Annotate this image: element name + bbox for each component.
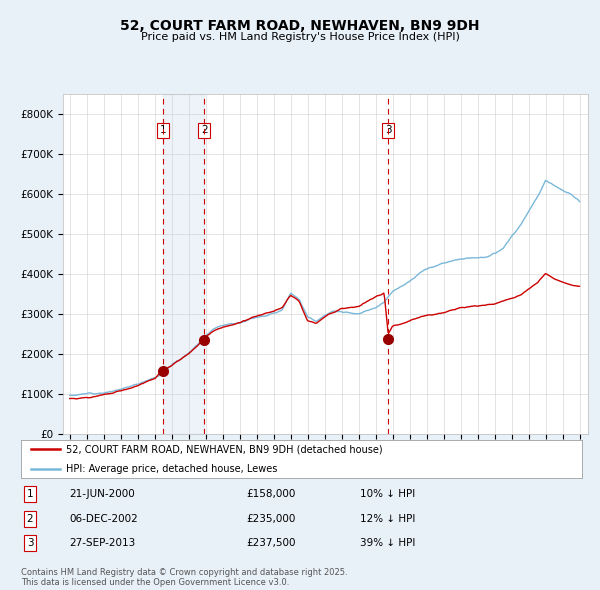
Text: 2: 2 — [26, 514, 34, 523]
Text: 39% ↓ HPI: 39% ↓ HPI — [360, 539, 415, 548]
Text: 10% ↓ HPI: 10% ↓ HPI — [360, 489, 415, 499]
Text: 21-JUN-2000: 21-JUN-2000 — [69, 489, 135, 499]
Text: 12% ↓ HPI: 12% ↓ HPI — [360, 514, 415, 523]
Text: £158,000: £158,000 — [246, 489, 295, 499]
Text: 3: 3 — [385, 125, 392, 135]
Text: 2: 2 — [201, 125, 208, 135]
Text: 3: 3 — [26, 539, 34, 548]
Text: Contains HM Land Registry data © Crown copyright and database right 2025.
This d: Contains HM Land Registry data © Crown c… — [21, 568, 347, 587]
Text: Price paid vs. HM Land Registry's House Price Index (HPI): Price paid vs. HM Land Registry's House … — [140, 32, 460, 42]
Bar — [163, 94, 205, 434]
Text: 1: 1 — [160, 125, 166, 135]
Text: 06-DEC-2002: 06-DEC-2002 — [69, 514, 138, 523]
Text: 27-SEP-2013: 27-SEP-2013 — [69, 539, 135, 548]
Text: 1: 1 — [26, 489, 34, 499]
Text: £235,000: £235,000 — [246, 514, 295, 523]
Text: £237,500: £237,500 — [246, 539, 296, 548]
Text: 52, COURT FARM ROAD, NEWHAVEN, BN9 9DH (detached house): 52, COURT FARM ROAD, NEWHAVEN, BN9 9DH (… — [66, 444, 383, 454]
Text: 52, COURT FARM ROAD, NEWHAVEN, BN9 9DH: 52, COURT FARM ROAD, NEWHAVEN, BN9 9DH — [120, 19, 480, 33]
Text: HPI: Average price, detached house, Lewes: HPI: Average price, detached house, Lewe… — [66, 464, 277, 474]
